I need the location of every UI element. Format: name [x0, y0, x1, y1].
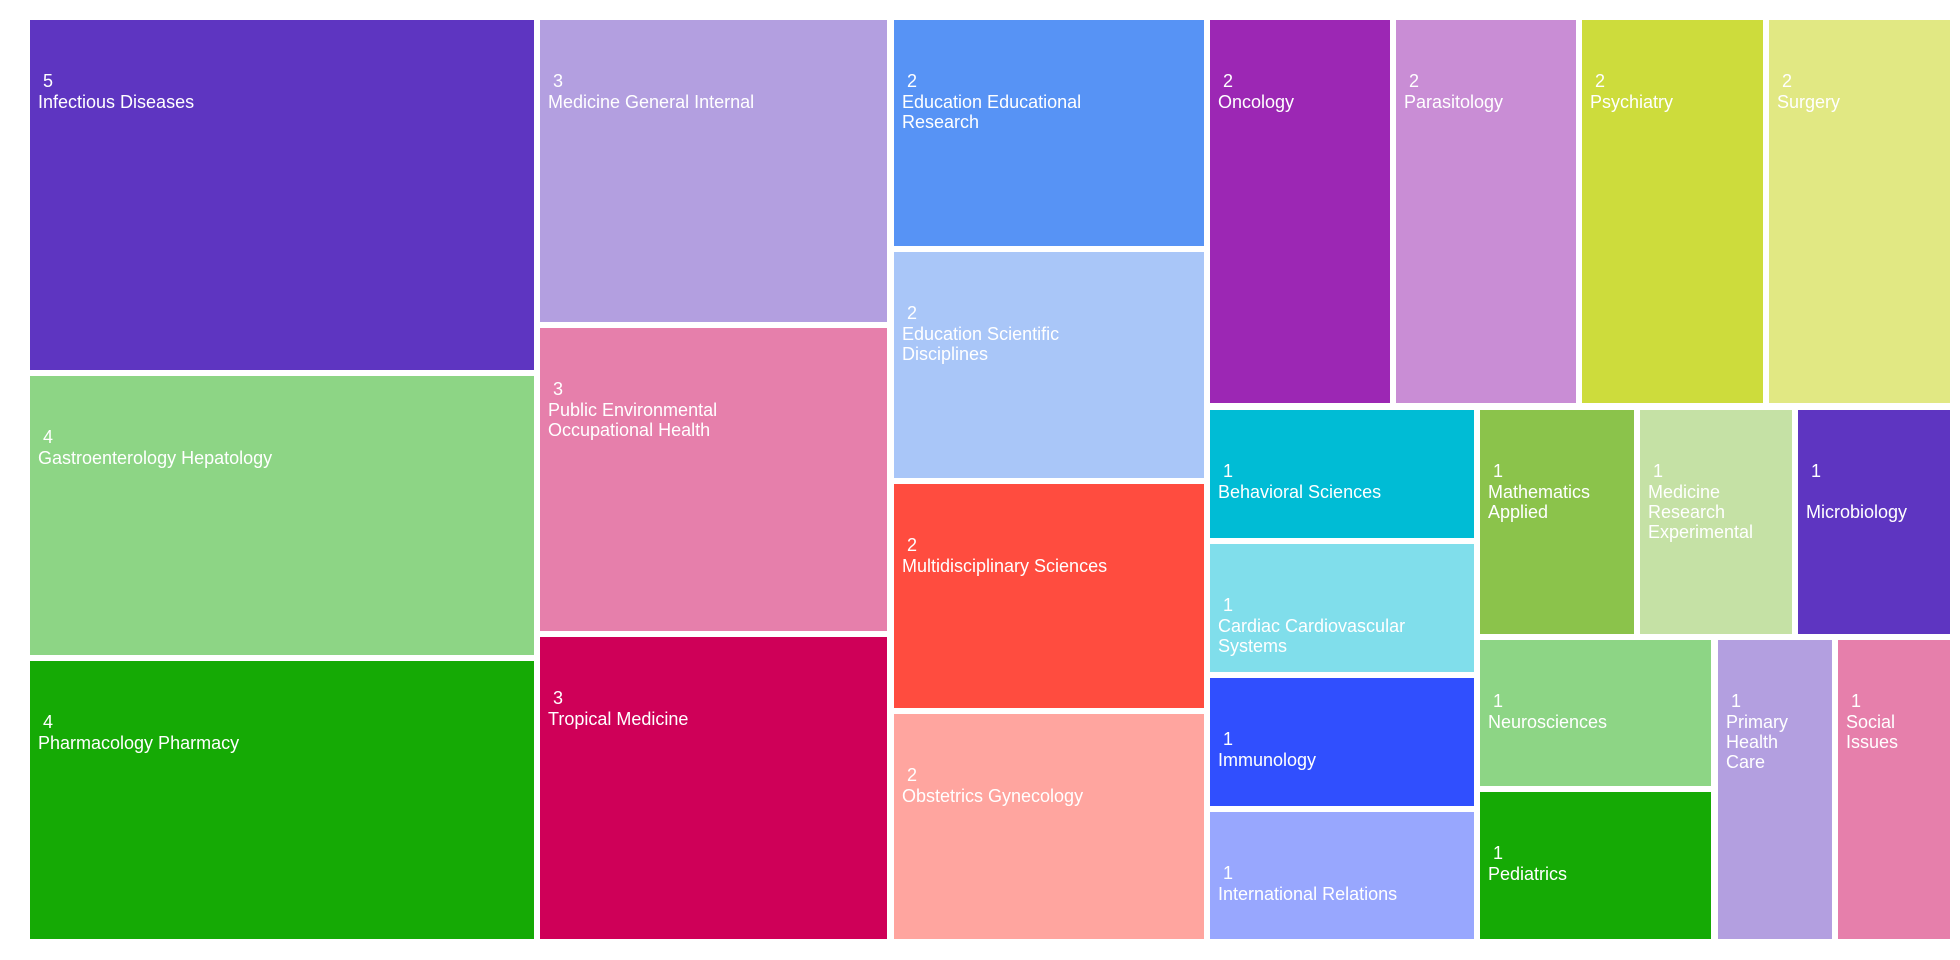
- tile-label: Medicine General Internal: [548, 92, 755, 112]
- tile-value: 4: [43, 712, 54, 732]
- tile-value: 2: [907, 765, 918, 785]
- tile-value: 1: [1851, 691, 1862, 711]
- tile-value: 2: [907, 71, 918, 91]
- tile-label: Tropical Medicine: [548, 709, 689, 729]
- tile-multidisciplinary-sciences[interactable]: 2 Multidisciplinary Sciences: [894, 484, 1204, 708]
- tile-value: 2: [1595, 71, 1606, 91]
- tile-value: 2: [1409, 71, 1420, 91]
- tile-public-environmental-occupational-health[interactable]: 3 Public Environmental Occupational Heal…: [540, 328, 887, 631]
- tile-primary-health-care[interactable]: 1 Primary Health Care: [1718, 640, 1832, 939]
- tile-value: 2: [907, 535, 918, 555]
- tile-obstetrics-gynecology[interactable]: 2 Obstetrics Gynecology: [894, 714, 1204, 939]
- tile-label: Infectious Diseases: [38, 92, 195, 112]
- tile-oncology[interactable]: 2 Oncology: [1210, 20, 1390, 403]
- tile-label: Mathematics Applied: [1488, 482, 1591, 522]
- tile-value: 1: [1223, 595, 1234, 615]
- tile-medicine-general-internal[interactable]: 3 Medicine General Internal: [540, 20, 887, 322]
- tile-value: 1: [1653, 461, 1664, 481]
- tile-value: 1: [1811, 461, 1822, 481]
- tile-microbiology[interactable]: 1 Microbiology: [1798, 410, 1950, 634]
- tile-pharmacology-pharmacy[interactable]: 4 Pharmacology Pharmacy: [30, 661, 534, 939]
- tile-value: 4: [43, 427, 54, 447]
- tile-value: 3: [553, 71, 564, 91]
- tile-psychiatry[interactable]: 2 Psychiatry: [1582, 20, 1763, 403]
- tile-label: Social Issues: [1846, 712, 1899, 752]
- tile-value: 1: [1223, 863, 1234, 883]
- tile-medicine-research-experimental[interactable]: 1 Medicine Research Experimental: [1640, 410, 1792, 634]
- tile-tropical-medicine[interactable]: 3 Tropical Medicine: [540, 637, 887, 939]
- tile-label: Pharmacology Pharmacy: [38, 733, 240, 753]
- tile-label: Multidisciplinary Sciences: [902, 556, 1108, 576]
- tile-label: Cardiac Cardiovascular Systems: [1218, 616, 1406, 656]
- tile-value: 5: [43, 71, 54, 91]
- tile-label: Pediatrics: [1488, 864, 1568, 884]
- tile-value: 1: [1493, 691, 1504, 711]
- tile-mathematics-applied[interactable]: 1 Mathematics Applied: [1480, 410, 1634, 634]
- tile-cardiac-cardiovascular-systems[interactable]: 1 Cardiac Cardiovascular Systems: [1210, 544, 1474, 672]
- tile-value: 1: [1493, 461, 1504, 481]
- tile-label: Public Environmental Occupational Health: [548, 400, 718, 440]
- tile-label: Gastroenterology Hepatology: [38, 448, 273, 468]
- tile-label: Behavioral Sciences: [1218, 482, 1382, 502]
- tile-value: 1: [1493, 843, 1504, 863]
- tile-education-educational-research[interactable]: 2 Education Educational Research: [894, 20, 1204, 246]
- tile-label: Immunology: [1218, 750, 1317, 770]
- tile-behavioral-sciences[interactable]: 1 Behavioral Sciences: [1210, 410, 1474, 538]
- tile-label: Neurosciences: [1488, 712, 1608, 732]
- tile-parasitology[interactable]: 2 Parasitology: [1396, 20, 1576, 403]
- tile-neurosciences[interactable]: 1 Neurosciences: [1480, 640, 1711, 786]
- tile-label: Primary Health Care: [1726, 712, 1788, 772]
- tile-label: Microbiology: [1806, 502, 1908, 522]
- tile-value: 2: [1782, 71, 1793, 91]
- tile-value: 1: [1223, 729, 1234, 749]
- tile-label: Psychiatry: [1590, 92, 1674, 112]
- tile-social-issues[interactable]: 1 Social Issues: [1838, 640, 1950, 939]
- tile-value: 2: [1223, 71, 1234, 91]
- tile-label: Obstetrics Gynecology: [902, 786, 1084, 806]
- tile-label: Parasitology: [1404, 92, 1504, 112]
- tile-value: 3: [553, 688, 564, 708]
- tile-value: 1: [1223, 461, 1234, 481]
- tile-label: Education Scientific Disciplines: [902, 324, 1060, 364]
- tile-value: 3: [553, 379, 564, 399]
- tile-value: 2: [907, 303, 918, 323]
- tile-immunology[interactable]: 1 Immunology: [1210, 678, 1474, 806]
- tile-surgery[interactable]: 2 Surgery: [1769, 20, 1950, 403]
- tile-label: Oncology: [1218, 92, 1295, 112]
- tile-label: International Relations: [1218, 884, 1398, 904]
- tile-education-scientific-disciplines[interactable]: 2 Education Scientific Disciplines: [894, 252, 1204, 478]
- tile-gastroenterology-hepatology[interactable]: 4 Gastroenterology Hepatology: [30, 376, 534, 655]
- tile-label: Medicine Research Experimental: [1648, 482, 1754, 542]
- tile-label: Surgery: [1777, 92, 1841, 112]
- tile-international-relations[interactable]: 1 International Relations: [1210, 812, 1474, 939]
- tile-pediatrics[interactable]: 1 Pediatrics: [1480, 792, 1711, 939]
- tile-value: 1: [1731, 691, 1742, 711]
- tile-infectious-diseases[interactable]: 5 Infectious Diseases: [30, 20, 534, 370]
- tile-label: Education Educational Research: [902, 92, 1082, 132]
